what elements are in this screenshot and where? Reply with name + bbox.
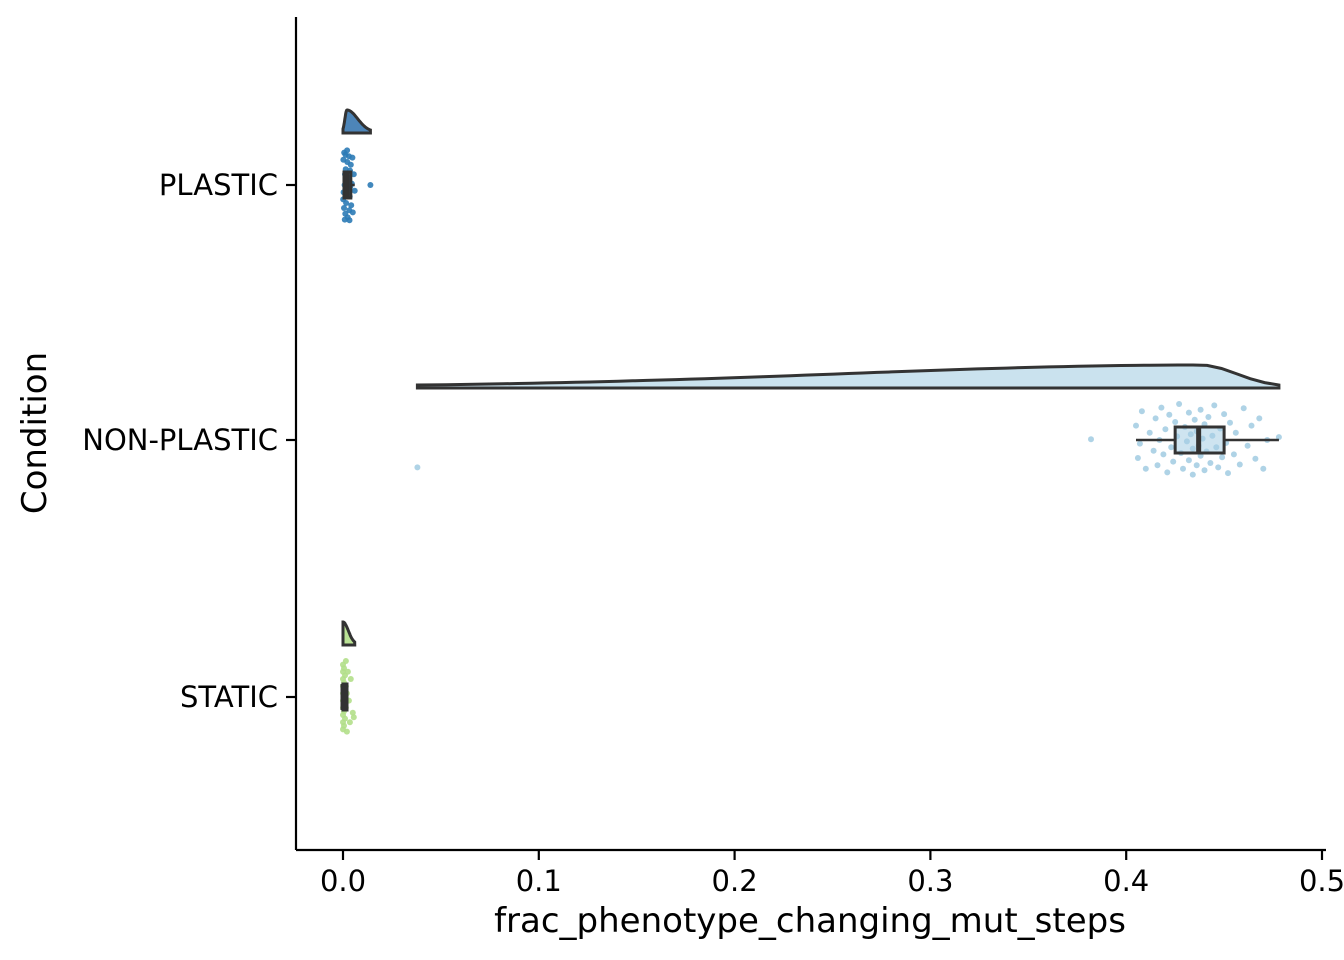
data-point [1225, 470, 1231, 477]
data-point [1197, 406, 1204, 413]
data-point [1221, 411, 1228, 418]
data-point [1230, 451, 1237, 458]
data-point [351, 187, 358, 194]
data-point [344, 147, 351, 154]
data-point [1205, 414, 1212, 420]
data-point [342, 658, 349, 664]
data-point [1168, 444, 1175, 451]
data-point [1138, 408, 1145, 415]
data-point [1260, 465, 1267, 472]
data-point [1201, 467, 1208, 474]
data-point [1256, 415, 1263, 422]
data-point [1227, 419, 1233, 426]
data-point [1166, 411, 1173, 418]
data-point [414, 464, 421, 471]
data-point [1215, 464, 1222, 471]
data-point [341, 665, 347, 672]
data-point [1134, 455, 1141, 461]
data-point [347, 161, 354, 168]
data-point [350, 714, 357, 721]
data-point [1244, 442, 1251, 449]
y-tick-group: PLASTIC NON-PLASTIC STATIC [82, 168, 296, 714]
data-point [1152, 415, 1159, 422]
data-point [1136, 440, 1143, 447]
x-tick-label-2: 0.2 [712, 864, 758, 898]
data-point [341, 722, 347, 729]
data-point [1248, 422, 1255, 429]
data-point [341, 216, 348, 223]
data-point [1170, 458, 1177, 465]
data-point [1162, 426, 1169, 433]
data-point [1180, 465, 1186, 472]
x-tick-label-3: 0.3 [907, 864, 953, 898]
x-tick-label-5: 0.5 [1299, 864, 1344, 898]
y-tick-label-2: STATIC [180, 680, 278, 714]
x-axis: 0.0 0.1 0.2 0.3 0.4 0.5 frac_phenotype_changi… [296, 848, 1344, 941]
violin-0 [341, 108, 372, 135]
data-point [1240, 405, 1247, 412]
data-point [1154, 462, 1161, 469]
data-point [347, 676, 354, 682]
x-tick-group: 0.0 0.1 0.2 0.3 0.4 0.5 [320, 850, 1344, 898]
data-point [1164, 469, 1171, 476]
data-point [1160, 451, 1167, 458]
data-point [1133, 422, 1139, 429]
data-point [341, 205, 347, 211]
x-axis-title: frac_phenotype_changing_mut_steps [494, 901, 1126, 941]
series-non-plastic [414, 363, 1282, 478]
data-point [1088, 436, 1094, 443]
y-tick-label-0: PLASTIC [159, 168, 278, 202]
x-tick-label-4: 0.4 [1103, 864, 1149, 898]
data-point [1207, 460, 1214, 466]
data-point [1185, 457, 1192, 464]
data-point [343, 728, 350, 735]
x-tick-label-1: 0.1 [516, 864, 562, 898]
data-point [349, 209, 356, 216]
violin-1 [415, 363, 1281, 390]
plot-area [340, 108, 1282, 735]
y-axis: PLASTIC NON-PLASTIC STATIC Condition [15, 17, 298, 850]
data-point [1193, 462, 1200, 469]
data-point [349, 154, 356, 161]
x-tick-label-0: 0.0 [320, 864, 366, 898]
data-point [340, 156, 347, 163]
data-point [1189, 471, 1196, 478]
series-static [340, 620, 357, 735]
data-point [348, 202, 355, 209]
data-point [1150, 447, 1157, 454]
data-point [1219, 454, 1226, 461]
data-point [1185, 409, 1192, 416]
data-point [367, 182, 374, 188]
series-plastic [340, 108, 374, 224]
y-tick-label-1: NON-PLASTIC [82, 423, 278, 457]
data-point [346, 217, 353, 224]
violin-2 [341, 620, 357, 647]
data-point [1176, 401, 1183, 407]
data-point [1142, 465, 1149, 472]
data-point [346, 719, 353, 726]
data-point [1211, 402, 1218, 409]
data-point [344, 668, 351, 675]
data-point [1275, 434, 1282, 441]
data-point [1146, 429, 1153, 436]
data-point [1172, 419, 1179, 425]
data-point [1158, 404, 1165, 411]
y-axis-title: Condition [15, 352, 55, 514]
data-point [343, 200, 350, 206]
data-point [1191, 416, 1198, 423]
data-point [1232, 429, 1239, 436]
data-point [342, 715, 348, 722]
data-point [1236, 461, 1243, 468]
data-point [1252, 455, 1259, 462]
